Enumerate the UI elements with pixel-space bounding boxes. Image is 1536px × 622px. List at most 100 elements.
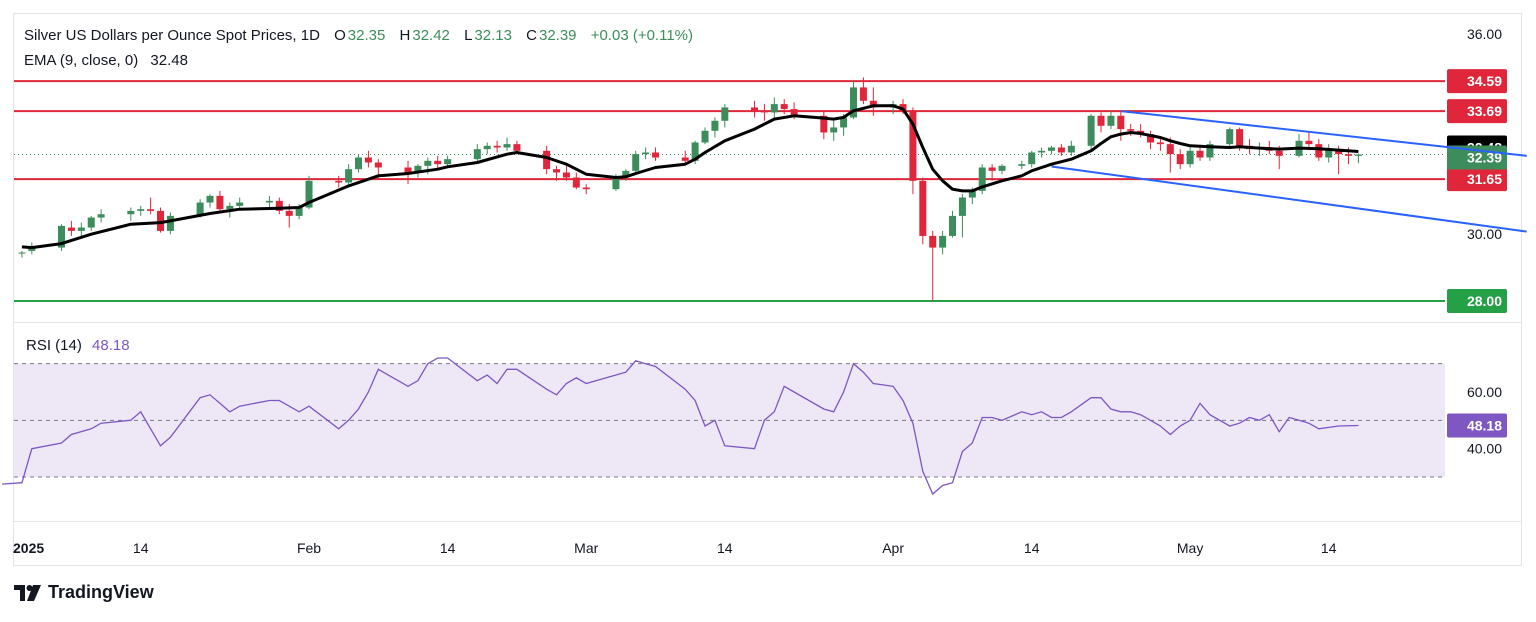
candle[interactable]	[1087, 114, 1095, 151]
channel-lower[interactable]	[1051, 165, 1527, 233]
candle[interactable]	[652, 147, 660, 161]
candle-body	[265, 200, 273, 203]
candle-body	[582, 187, 590, 190]
candle[interactable]	[929, 230, 937, 301]
candle[interactable]	[572, 172, 580, 190]
candle[interactable]	[751, 100, 759, 118]
candle[interactable]	[622, 169, 630, 181]
candle[interactable]	[642, 147, 650, 160]
candle[interactable]	[1206, 140, 1214, 161]
candle[interactable]	[1186, 145, 1194, 168]
tradingview-logo[interactable]: TradingView	[14, 582, 154, 603]
candle[interactable]	[127, 207, 135, 221]
candle[interactable]	[345, 164, 353, 186]
high-label: H	[399, 27, 411, 44]
candle[interactable]	[770, 97, 778, 118]
candle[interactable]	[58, 224, 66, 251]
candle[interactable]	[632, 150, 640, 173]
candle[interactable]	[216, 190, 224, 213]
candle[interactable]	[67, 220, 75, 236]
ema-legend[interactable]: EMA (9, close, 0) 32.48	[24, 52, 190, 69]
candle[interactable]	[553, 165, 561, 181]
candle[interactable]	[473, 144, 481, 161]
candle[interactable]	[364, 150, 372, 168]
low-label: L	[464, 27, 473, 44]
candle[interactable]	[157, 207, 165, 233]
candle[interactable]	[949, 210, 957, 238]
rsi-legend[interactable]: RSI (14) 48.18	[26, 337, 132, 354]
rsi-line[interactable]	[2, 357, 1359, 496]
candle[interactable]	[147, 197, 155, 215]
candle-body	[711, 120, 719, 131]
candle[interactable]	[493, 140, 501, 153]
candle[interactable]	[780, 99, 788, 115]
candle-body	[87, 217, 95, 228]
candle[interactable]	[562, 165, 570, 181]
candle[interactable]	[355, 154, 363, 173]
candle[interactable]	[77, 222, 85, 238]
candle[interactable]	[681, 150, 689, 165]
candle[interactable]	[1354, 153, 1362, 164]
candle[interactable]	[236, 197, 244, 210]
candle-body	[473, 149, 481, 160]
candle[interactable]	[1018, 160, 1026, 170]
candle[interactable]	[87, 215, 95, 231]
candle[interactable]	[1295, 134, 1303, 158]
candle[interactable]	[869, 87, 877, 116]
candle[interactable]	[711, 117, 719, 138]
time-tick-label: 2025	[13, 540, 44, 556]
candle[interactable]	[701, 127, 709, 145]
candle[interactable]	[1028, 150, 1036, 168]
candle[interactable]	[97, 209, 105, 223]
candle[interactable]	[483, 142, 491, 155]
candle[interactable]	[1325, 144, 1333, 163]
candle[interactable]	[1226, 127, 1234, 148]
candle[interactable]	[1107, 110, 1115, 130]
candle[interactable]	[760, 104, 768, 121]
candle[interactable]	[206, 194, 214, 208]
candle[interactable]	[859, 77, 867, 105]
symbol-title[interactable]: Silver US Dollars per Ounce Spot Prices,…	[24, 27, 320, 44]
rsi-value-badge	[1447, 413, 1507, 438]
ema-line[interactable]	[21, 104, 1359, 250]
candle[interactable]	[265, 195, 273, 208]
candle[interactable]	[919, 177, 927, 245]
candle[interactable]	[988, 164, 996, 181]
candle[interactable]	[166, 212, 174, 235]
candle[interactable]	[1305, 132, 1313, 150]
candle[interactable]	[434, 155, 442, 170]
candle[interactable]	[1097, 112, 1105, 133]
candle[interactable]	[1048, 145, 1056, 155]
candle[interactable]	[1067, 140, 1075, 156]
candle[interactable]	[1147, 130, 1155, 150]
candle[interactable]	[1038, 147, 1046, 158]
candle[interactable]	[18, 250, 26, 258]
candle[interactable]	[137, 205, 145, 216]
candle-body	[632, 154, 640, 171]
candle-body	[444, 159, 452, 165]
candle-body	[1067, 145, 1075, 153]
candle[interactable]	[998, 164, 1006, 175]
candle[interactable]	[582, 184, 590, 195]
candle[interactable]	[958, 194, 966, 238]
candle[interactable]	[721, 104, 729, 128]
candle[interactable]	[1117, 110, 1125, 141]
candle[interactable]	[820, 110, 828, 140]
candle[interactable]	[939, 230, 947, 255]
candle-body	[166, 215, 174, 231]
candle[interactable]	[1057, 144, 1065, 156]
channel-upper[interactable]	[1120, 110, 1527, 157]
candle[interactable]	[1156, 137, 1164, 151]
candle[interactable]	[543, 145, 551, 175]
candle[interactable]	[850, 80, 858, 120]
candle[interactable]	[1176, 149, 1184, 170]
candle[interactable]	[275, 197, 283, 215]
candle[interactable]	[1196, 147, 1204, 161]
candle[interactable]	[503, 137, 511, 151]
candle-body	[1107, 115, 1115, 126]
candle[interactable]	[978, 164, 986, 195]
candle[interactable]	[335, 175, 343, 188]
candle[interactable]	[1166, 137, 1174, 173]
candle[interactable]	[830, 120, 838, 141]
